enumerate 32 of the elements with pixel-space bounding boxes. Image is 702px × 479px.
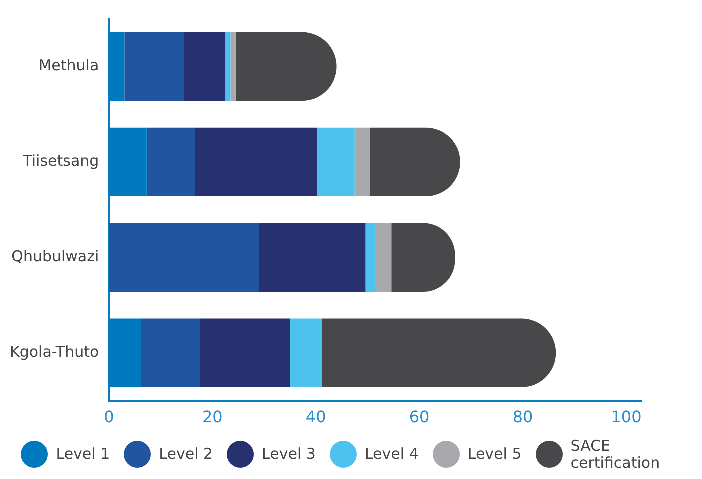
legend-label: Level 3: [262, 445, 316, 464]
x-tick-label: 20: [202, 408, 223, 427]
legend-label: SACE certification: [570, 437, 662, 472]
bar: [322, 318, 556, 388]
y-tick-label: Tiisetsang: [22, 152, 100, 170]
bar: [141, 318, 200, 388]
bar: [184, 32, 226, 102]
bar: [109, 223, 260, 292]
bar: [366, 223, 376, 292]
x-tick-label: 100: [611, 408, 642, 427]
y-tick-label: Kgola-Thuto: [10, 342, 100, 361]
bar: [259, 223, 366, 292]
y-tick-label: Methula: [38, 56, 100, 75]
bar: [317, 128, 355, 197]
x-tick-label: 0: [104, 408, 114, 427]
legend-label: Level 4: [364, 445, 419, 464]
bar: [375, 223, 392, 292]
bar: [200, 318, 290, 388]
bar: [354, 128, 370, 197]
legend-label: Level 2: [159, 445, 214, 464]
bar: [226, 32, 231, 102]
y-tick-label: Qhubulwazi: [12, 248, 100, 266]
legend-label: Level 1: [56, 445, 110, 464]
bar: [230, 32, 236, 102]
x-tick-label: 40: [306, 408, 326, 427]
x-tick-label: 80: [512, 408, 534, 427]
bar: [290, 318, 322, 388]
bar: [195, 128, 318, 197]
legend-label: Level 5: [468, 445, 522, 464]
bar: [146, 128, 196, 197]
x-tick-label: 60: [409, 408, 430, 427]
bar: [124, 32, 184, 102]
